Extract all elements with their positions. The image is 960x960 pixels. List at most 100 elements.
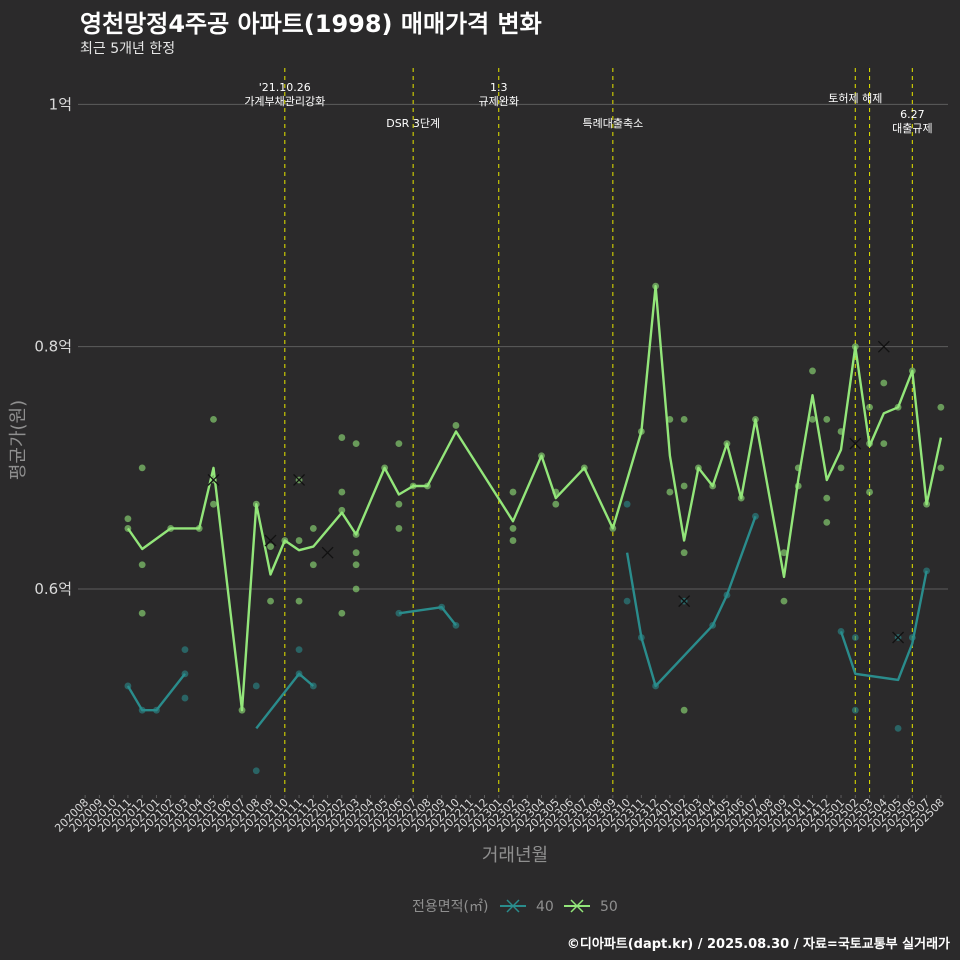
data-point — [680, 549, 688, 557]
policy-annotation-text: 대출규제 — [892, 122, 932, 135]
data-point — [923, 567, 931, 575]
data-point — [908, 634, 916, 641]
data-point — [937, 403, 945, 411]
data-point — [295, 670, 303, 678]
cross-stroke — [892, 631, 905, 644]
cross-marker — [293, 474, 306, 486]
data-point — [752, 512, 759, 520]
data-point — [580, 464, 588, 472]
data-point — [238, 706, 246, 714]
data-point — [138, 561, 146, 569]
legend-swatch-cross — [506, 899, 520, 913]
data-point — [181, 670, 189, 678]
data-point — [352, 531, 360, 538]
cross-marker — [877, 340, 890, 353]
data-point — [637, 634, 645, 641]
policy-event-lines — [284, 68, 913, 795]
policy-annotation-text: '21.10.26 — [259, 81, 311, 94]
cross-stroke — [877, 340, 890, 353]
cross-marker — [207, 474, 220, 486]
series-50 — [124, 282, 945, 714]
data-point — [809, 367, 816, 375]
data-point — [609, 525, 617, 532]
series-line — [126, 673, 186, 712]
data-point — [267, 543, 274, 551]
data-point — [195, 525, 203, 532]
data-point — [281, 537, 289, 544]
data-point — [452, 621, 460, 629]
data-point — [637, 428, 645, 435]
data-point — [352, 561, 360, 569]
data-point — [680, 415, 688, 423]
data-point — [395, 525, 403, 532]
cross-marker — [321, 546, 334, 559]
data-point — [352, 440, 360, 448]
data-point — [309, 682, 317, 690]
data-point — [752, 415, 759, 423]
series-line — [625, 515, 757, 688]
data-point — [210, 415, 217, 423]
data-point — [509, 488, 517, 496]
data-point — [167, 525, 175, 532]
data-point — [780, 597, 788, 605]
data-point — [880, 379, 888, 387]
data-point — [352, 585, 360, 593]
series-40 — [124, 500, 931, 775]
data-point — [138, 609, 146, 617]
data-point — [338, 609, 346, 617]
data-point — [837, 464, 845, 472]
legend-label: 50 — [600, 899, 618, 915]
data-point — [395, 609, 403, 617]
data-point — [252, 500, 260, 508]
y-tick-label: 0.6억 — [34, 580, 72, 598]
data-point — [338, 506, 346, 514]
chart-title: 영천망정4주공 아파트(1998) 매매가격 변화 — [80, 10, 542, 38]
data-point — [124, 525, 132, 532]
data-point — [880, 440, 888, 448]
cross-stroke — [321, 546, 334, 559]
policy-annotation-text: 1.3 — [490, 81, 508, 94]
data-point — [737, 494, 745, 502]
data-point — [823, 494, 831, 502]
data-point — [652, 682, 660, 690]
data-point — [252, 682, 260, 690]
cross-marker — [678, 595, 691, 608]
y-tick-label: 0.8억 — [34, 338, 72, 356]
policy-annotation-text: 6.27 — [900, 108, 925, 121]
data-point — [666, 415, 674, 423]
data-point — [866, 488, 873, 496]
data-point — [338, 434, 346, 441]
legend-swatch-cross — [570, 899, 584, 913]
policy-annotation-text: 특례대출축소 — [582, 117, 643, 130]
data-point — [623, 500, 631, 508]
source-caption: ©디아파트(dapt.kr) / 2025.08.30 / 자료=국토교통부 실… — [566, 937, 950, 952]
data-point — [851, 634, 859, 641]
data-point — [923, 500, 931, 508]
series-line — [126, 284, 943, 712]
data-point — [908, 367, 916, 375]
data-point — [695, 464, 702, 472]
data-point — [452, 422, 460, 429]
data-point — [395, 440, 403, 448]
cross-stroke — [849, 437, 862, 450]
y-tick-labels: 0.6억 0.8억 1억 — [34, 95, 72, 598]
data-point — [424, 482, 431, 490]
data-point — [138, 706, 146, 714]
data-point — [338, 488, 346, 496]
policy-annotation-text: 토허제 해제 — [828, 91, 882, 105]
data-point — [723, 591, 731, 599]
data-point — [210, 500, 217, 508]
data-point — [709, 482, 717, 490]
data-point — [153, 706, 160, 714]
data-point — [623, 597, 631, 605]
data-point — [680, 482, 688, 490]
data-point — [809, 415, 816, 423]
data-point — [381, 464, 389, 472]
data-point — [295, 537, 303, 544]
data-point — [509, 537, 517, 544]
x-axis-title: 거래년월 — [482, 845, 548, 866]
data-point — [894, 403, 902, 411]
data-point — [823, 518, 831, 526]
